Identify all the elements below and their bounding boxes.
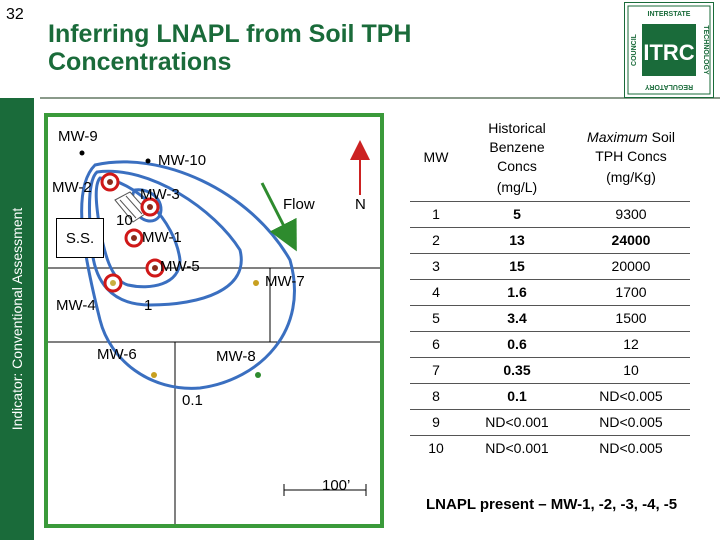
cell-benzene: 1.6: [462, 278, 572, 305]
title-line-2: Concentrations: [48, 48, 232, 76]
logo-top-text: INTERSTATE: [648, 11, 691, 18]
cell-tph: 10: [572, 356, 690, 383]
cell-benzene: ND<0.001: [462, 434, 572, 461]
well-mw-3-marker: [140, 197, 160, 217]
cell-tph: 9300: [572, 200, 690, 227]
cell-benzene: 0.1: [462, 382, 572, 409]
label-mw-8: MW-8: [216, 348, 256, 365]
table-row: 2 13 24000: [410, 226, 690, 253]
header-tph-italic: Maximum: [587, 129, 648, 146]
header-benzene-title: Historical Benzene Concs: [488, 119, 546, 174]
label-mw-2: MW-2: [52, 179, 92, 196]
scale-label: 100’: [322, 477, 351, 494]
cell-tph: ND<0.005: [572, 408, 690, 435]
cell-benzene: 0.6: [462, 330, 572, 357]
well-mw-5-marker: [145, 258, 165, 278]
cell-mw: 10: [410, 434, 462, 461]
cell-mw: 8: [410, 382, 462, 409]
concentration-table: MW Historical Benzene Concs (mg/L) Maxim…: [410, 113, 690, 461]
header-tph-rest: Soil TPH Concs: [595, 129, 675, 165]
cell-tph: ND<0.005: [572, 382, 690, 409]
hatch-line: [119, 199, 137, 219]
well-mw-7-marker: [253, 280, 259, 286]
source-site-box: S.S.: [56, 218, 104, 258]
well-mw-6-marker: [151, 372, 157, 378]
well-mw-2-marker: [100, 172, 120, 192]
table-row: 9 ND<0.001 ND<0.005: [410, 408, 690, 435]
cell-benzene: 0.35: [462, 356, 572, 383]
well-mw-4-marker: [103, 273, 123, 293]
cell-benzene: 15: [462, 252, 572, 279]
label-mw-1: MW-1: [142, 229, 182, 246]
table-row: 5 3.4 1500: [410, 304, 690, 331]
cell-mw: 9: [410, 408, 462, 435]
cell-tph: 20000: [572, 252, 690, 279]
well-mw-9-marker: [79, 150, 85, 156]
lnapl-note: LNAPL present – MW-1, -2, -3, -4, -5: [426, 496, 678, 513]
page-title: Inferring LNAPL from Soil TPH Concentrat…: [48, 20, 608, 76]
table-row: 3 15 20000: [410, 252, 690, 279]
logo-bottom-text: REGULATORY: [645, 83, 693, 90]
cell-mw: 1: [410, 200, 462, 227]
slide-number: 32: [6, 6, 24, 23]
label-contour-1: 1: [144, 297, 153, 314]
header-tph: Maximum Soil TPH Concs (mg/Kg): [572, 113, 690, 201]
table-row: 6 0.6 12: [410, 330, 690, 357]
label-mw-4: MW-4: [56, 297, 96, 314]
logo-left-text: COUNCIL: [631, 33, 638, 66]
label-mw-7: MW-7: [265, 273, 305, 290]
label-mw-10: MW-10: [158, 152, 207, 169]
header-benzene-units: (mg/L): [496, 178, 538, 195]
header-mw: MW: [423, 148, 449, 165]
label-mw-3: MW-3: [140, 186, 180, 203]
flow-label: Flow: [283, 196, 315, 213]
cell-tph: 1500: [572, 304, 690, 331]
cell-benzene: ND<0.001: [462, 408, 572, 435]
header-benzene: Historical Benzene Concs (mg/L): [462, 113, 572, 201]
label-mw-9: MW-9: [58, 128, 98, 145]
cell-benzene: 5: [462, 200, 572, 227]
label-mw-5: MW-5: [160, 258, 200, 275]
label-mw-6: MW-6: [97, 346, 137, 363]
flow-arrow: [260, 182, 297, 252]
table-row: 7 0.35 10: [410, 356, 690, 383]
itrc-logo: INTERSTATE REGULATORY COUNCIL TECHNOLOGY…: [624, 2, 714, 98]
well-mw-1-marker: [124, 228, 144, 248]
cell-mw: 6: [410, 330, 462, 357]
logo-right-text: TECHNOLOGY: [702, 25, 709, 75]
cell-mw: 7: [410, 356, 462, 383]
header-tph-units: (mg/Kg): [606, 169, 656, 186]
cell-tph: 24000: [572, 226, 690, 253]
table-row: 10 ND<0.001 ND<0.005: [410, 434, 690, 461]
contour-0-1: [80, 160, 296, 390]
label-contour-10: 10: [116, 212, 133, 229]
cell-benzene: 3.4: [462, 304, 572, 331]
sidebar-band: [0, 98, 34, 540]
cell-tph: ND<0.005: [572, 434, 690, 461]
label-contour-0-1: 0.1: [182, 392, 203, 409]
cell-tph: 1700: [572, 278, 690, 305]
title-line-1: Inferring LNAPL from Soil TPH: [48, 20, 412, 48]
well-mw-10-marker: [145, 158, 151, 164]
cell-mw: 3: [410, 252, 462, 279]
hatch-line: [125, 195, 143, 215]
north-label: N: [355, 196, 366, 213]
cell-mw: 4: [410, 278, 462, 305]
table-row: 1 5 9300: [410, 200, 690, 227]
well-mw-8-marker: [255, 372, 261, 378]
title-divider: [40, 97, 720, 99]
logo-center-text: ITRC: [643, 40, 694, 65]
cell-benzene: 13: [462, 226, 572, 253]
table-row: 4 1.6 1700: [410, 278, 690, 305]
cell-mw: 5: [410, 304, 462, 331]
cell-mw: 2: [410, 226, 462, 253]
table-row: 8 0.1 ND<0.005: [410, 382, 690, 409]
cell-tph: 12: [572, 330, 690, 357]
